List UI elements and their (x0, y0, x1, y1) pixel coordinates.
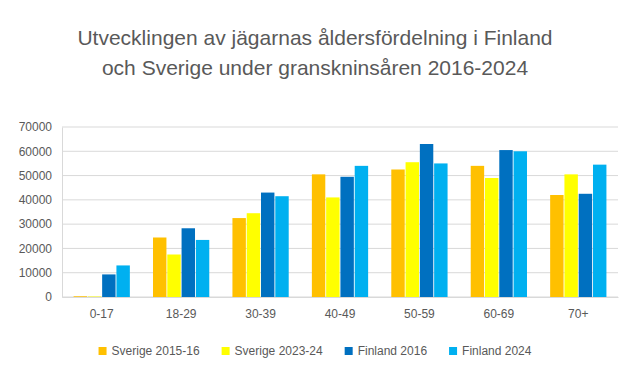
chart-title: och Sverige under granskninsåren 2016-20… (102, 56, 528, 79)
grid-line (62, 272, 618, 273)
legend-label: Sverige 2015-16 (112, 344, 200, 358)
legend-label: Finland 2024 (462, 344, 532, 358)
bar (275, 196, 288, 297)
y-tick: 60000 (19, 145, 62, 159)
legend-swatch (449, 347, 457, 355)
bar-series (116, 151, 606, 297)
chart-svg: Utvecklingen av jägarnas åldersfördelnin… (0, 0, 630, 379)
bar (355, 166, 368, 297)
x-tick-label: 60-69 (484, 307, 515, 321)
y-axis: 0 10000 20000 30000 40000 50000 60000 70000 (19, 120, 63, 304)
grid-line (62, 151, 618, 152)
x-tick-label: 40-49 (325, 307, 356, 321)
bar (340, 177, 353, 297)
y-tick-label: 70000 (19, 120, 53, 134)
chart-title: Utvecklingen av jägarnas åldersfördelnin… (77, 26, 552, 49)
bar (153, 238, 166, 298)
legend-swatch (99, 347, 107, 355)
y-tick-label: 20000 (19, 242, 53, 256)
bar (116, 265, 129, 297)
bar (391, 170, 404, 298)
bar (102, 274, 115, 297)
legend-label: Finland 2016 (358, 344, 428, 358)
bar-series (102, 144, 592, 297)
title-group: Utvecklingen av jägarnas åldersfördelnin… (77, 26, 552, 79)
legend-label: Sverige 2023-24 (235, 344, 323, 358)
bar (182, 228, 195, 297)
bar (74, 296, 87, 297)
legend-swatch (222, 347, 230, 355)
bar (485, 178, 498, 297)
x-tick: 40-49 (325, 297, 356, 321)
x-tick: 0-17 (90, 297, 114, 321)
bar (261, 193, 274, 297)
bar (167, 255, 180, 298)
plot-area: 0 10000 20000 30000 40000 50000 60000 70000 0-17… (19, 120, 619, 320)
bar (232, 218, 245, 297)
legend-swatch (345, 347, 353, 355)
x-tick: 70+ (568, 297, 588, 321)
grid-line (62, 175, 618, 176)
grid (62, 127, 618, 297)
y-tick: 30000 (19, 217, 62, 231)
y-tick-label: 30000 (19, 217, 53, 231)
y-tick-label: 50000 (19, 169, 53, 183)
y-tick: 50000 (19, 169, 62, 183)
bar (326, 197, 339, 297)
y-tick: 40000 (19, 193, 62, 207)
x-tick-label: 30-39 (245, 307, 276, 321)
x-tick: 30-39 (245, 297, 276, 321)
bar (406, 162, 419, 297)
bar (579, 194, 592, 297)
bar (550, 195, 563, 297)
x-tick-label: 50-59 (404, 307, 435, 321)
y-tick-label: 60000 (19, 145, 53, 159)
grid-line (62, 248, 618, 249)
bar (434, 163, 447, 297)
bar (312, 174, 325, 297)
y-tick-label: 10000 (19, 266, 53, 280)
bar (593, 165, 606, 297)
bar (514, 151, 527, 297)
y-tick-label: 40000 (19, 193, 53, 207)
y-tick: 70000 (19, 120, 62, 134)
x-tick: 50-59 (404, 297, 435, 321)
chart-container: Utvecklingen av jägarnas åldersfördelnin… (0, 0, 630, 379)
bar (247, 213, 260, 297)
y-tick: 0 (45, 290, 62, 304)
legend-item: Finland 2024 (449, 344, 532, 358)
x-tick-label: 0-17 (90, 307, 114, 321)
y-tick-label: 0 (45, 290, 52, 304)
legend-item: Sverige 2015-16 (99, 344, 200, 358)
y-tick: 20000 (19, 242, 62, 256)
bars (74, 144, 607, 297)
x-tick: 60-69 (484, 297, 515, 321)
legend-item: Sverige 2023-24 (222, 344, 323, 358)
x-axis-line (63, 297, 619, 298)
x-tick-label: 18-29 (166, 307, 197, 321)
y-axis-line (62, 128, 63, 298)
x-tick-label: 70+ (568, 307, 588, 321)
legend-item: Finland 2016 (345, 344, 428, 358)
bar (471, 166, 484, 297)
x-axis: 0-17 18-29 30-39 40-49 50-59 60-69 70+ (63, 297, 619, 321)
bar (420, 144, 433, 297)
bar (499, 150, 512, 297)
grid-line (62, 127, 618, 128)
grid-line (62, 199, 618, 200)
bar (88, 296, 101, 297)
y-tick: 10000 (19, 266, 62, 280)
legend: Sverige 2015-16 Sverige 2023-24 Finland 20… (99, 344, 532, 358)
bar (196, 240, 209, 297)
bar (564, 174, 577, 297)
grid-line (62, 224, 618, 225)
bar-series (74, 166, 564, 297)
grid-line (62, 297, 618, 298)
x-tick: 18-29 (166, 297, 197, 321)
